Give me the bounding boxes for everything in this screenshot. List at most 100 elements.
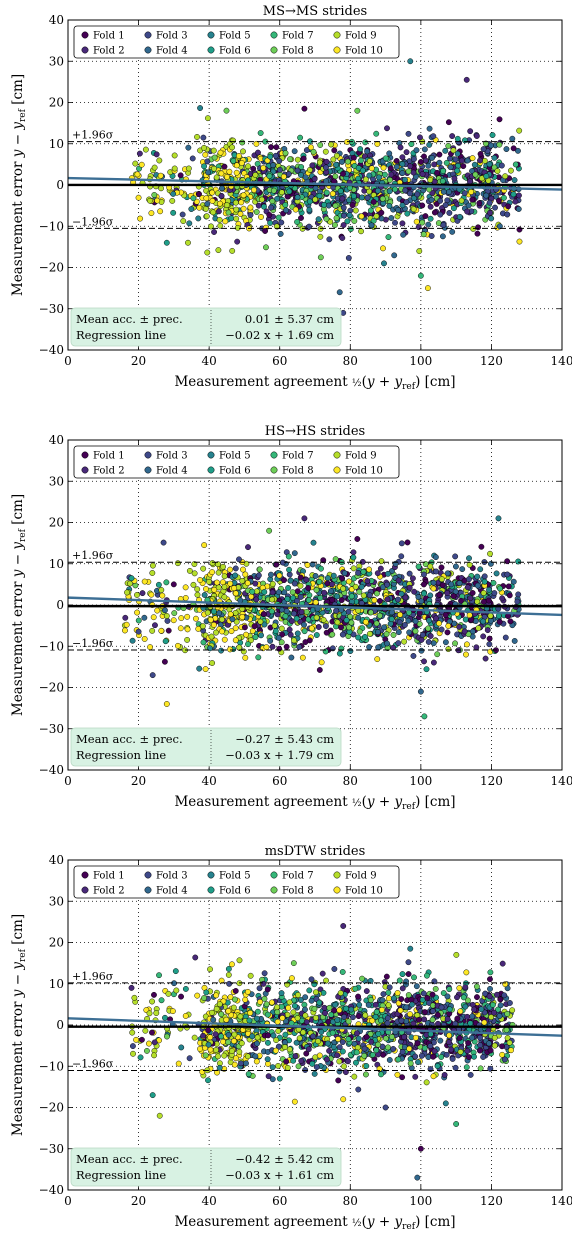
data-point: [211, 154, 218, 161]
data-point: [141, 636, 148, 642]
legend-marker: [81, 466, 89, 474]
data-point: [216, 1064, 223, 1071]
data-point: [252, 634, 259, 641]
data-point: [261, 621, 268, 628]
legend-label: Fold 3: [156, 31, 188, 42]
data-point: [374, 629, 381, 636]
data-point: [488, 1014, 495, 1021]
data-point: [148, 591, 155, 598]
data-point: [470, 225, 477, 232]
data-point: [149, 1092, 156, 1099]
data-point: [302, 174, 309, 181]
y-tick-label: 20: [49, 936, 64, 950]
data-point: [139, 1036, 145, 1043]
data-point: [318, 565, 324, 572]
data-point: [294, 588, 301, 595]
data-point: [456, 580, 463, 587]
data-point: [260, 980, 267, 987]
data-point: [430, 1008, 436, 1015]
data-point: [124, 589, 130, 596]
data-point: [515, 558, 522, 565]
data-point: [495, 515, 502, 522]
data-point: [437, 1037, 444, 1044]
data-point: [266, 173, 273, 180]
data-point: [192, 615, 199, 622]
data-point: [463, 969, 470, 976]
data-point: [202, 151, 209, 158]
data-point: [341, 1063, 347, 1070]
data-point: [488, 215, 495, 222]
data-point: [477, 157, 483, 164]
data-point: [426, 125, 433, 132]
data-point: [373, 1008, 380, 1015]
data-point: [162, 638, 169, 645]
data-point: [188, 206, 195, 212]
stats-value: −0.03 x + 1.79 cm: [225, 748, 334, 762]
data-point: [486, 635, 493, 642]
data-point: [399, 161, 406, 168]
data-point: [199, 1068, 206, 1075]
data-point: [184, 613, 191, 620]
data-point: [182, 986, 189, 992]
data-point: [496, 197, 502, 204]
data-point: [474, 582, 481, 589]
data-point: [247, 204, 254, 211]
legend-box: [73, 865, 400, 899]
data-point: [332, 1001, 339, 1008]
data-point: [427, 203, 434, 210]
stats-label: Mean acc. ± prec.: [76, 732, 183, 746]
data-point: [210, 147, 217, 154]
data-point: [504, 1010, 511, 1017]
data-point: [223, 107, 230, 114]
data-point: [216, 1001, 223, 1008]
data-point: [449, 228, 456, 235]
legend-label: Fold 5: [219, 451, 251, 462]
data-point: [158, 185, 164, 192]
data-point: [366, 592, 373, 599]
data-point: [384, 1015, 391, 1022]
data-point: [326, 1047, 333, 1054]
data-point: [215, 208, 222, 215]
data-point: [395, 629, 402, 636]
data-point: [446, 1006, 453, 1013]
data-point: [516, 127, 523, 134]
data-point: [205, 1027, 212, 1034]
data-point: [373, 620, 380, 627]
data-point: [211, 586, 218, 593]
stats-value: −0.42 ± 5.42 cm: [235, 1152, 334, 1166]
x-tick-label: 40: [202, 354, 217, 368]
data-point: [228, 628, 235, 635]
data-point: [267, 637, 274, 644]
data-point: [269, 198, 276, 205]
data-point: [207, 1034, 214, 1041]
data-point: [445, 623, 452, 629]
data-point: [372, 1001, 379, 1008]
data-point: [146, 1010, 153, 1017]
data-point: [151, 192, 158, 198]
data-point: [267, 153, 274, 160]
data-point: [244, 580, 251, 586]
data-point: [461, 190, 468, 197]
data-point: [410, 206, 417, 213]
data-point: [338, 597, 345, 603]
data-point: [329, 581, 335, 588]
data-point: [200, 565, 207, 572]
data-point: [480, 590, 487, 596]
legend-marker: [333, 46, 341, 54]
data-point: [452, 640, 458, 647]
data-point: [193, 198, 200, 205]
data-point: [511, 177, 518, 183]
data-point: [415, 563, 422, 570]
data-point: [300, 155, 307, 162]
data-point: [358, 228, 364, 235]
y-tick-label: 30: [49, 474, 64, 488]
data-point: [232, 988, 239, 994]
data-point: [375, 1030, 382, 1037]
data-point: [456, 623, 463, 630]
legend-marker: [144, 466, 152, 474]
data-point: [399, 971, 406, 978]
data-point: [310, 539, 317, 546]
data-point: [454, 1015, 461, 1022]
data-point: [477, 151, 484, 157]
